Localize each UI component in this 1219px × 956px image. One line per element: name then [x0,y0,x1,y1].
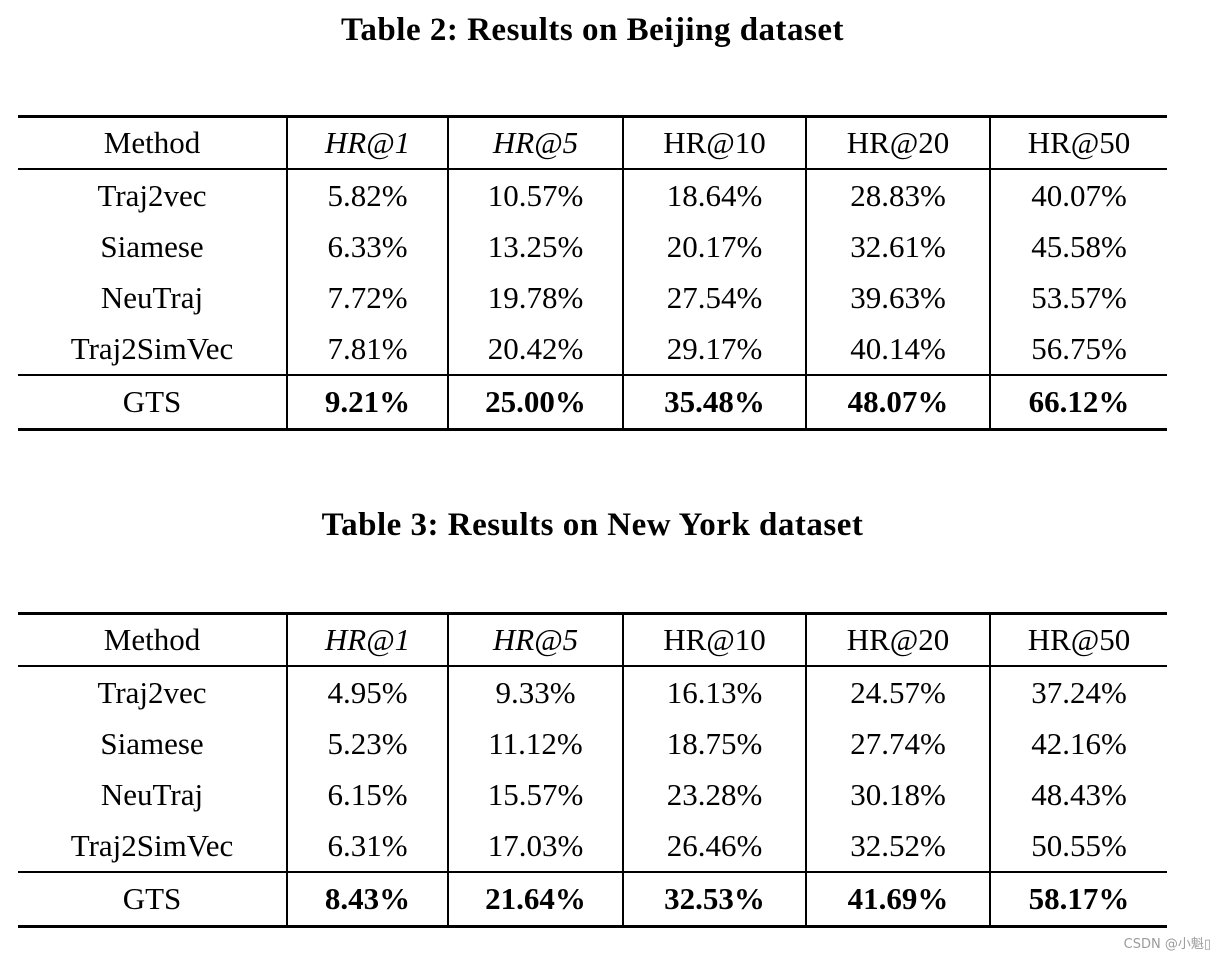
table-row-traj2vec: Traj2vec 4.95% 9.33% 16.13% 24.57% 37.24… [18,666,1167,718]
column-header-method: Method [18,613,287,667]
value-cell: 13.25% [447,221,623,272]
value-cell: 6.15% [286,769,448,820]
value-cell-bold: 58.17% [989,871,1167,927]
value-cell-bold: 25.00% [447,374,623,430]
column-header-hr50: HR@50 [989,116,1167,170]
value-cell: 45.58% [989,221,1167,272]
value-cell: 18.75% [622,718,806,769]
value-cell: 6.31% [286,820,448,872]
value-cell: 11.12% [447,718,623,769]
table-header-row: Method HR@1 HR@5 HR@10 HR@20 HR@50 [18,613,1167,667]
value-cell: 16.13% [622,666,806,718]
method-cell: Traj2vec [97,674,207,710]
method-cell: Traj2SimVec [70,330,234,366]
column-header-hr20: HR@20 [805,116,990,170]
value-cell: 20.17% [622,221,806,272]
method-cell: NeuTraj [100,279,204,315]
value-cell: 6.33% [286,221,448,272]
method-cell: Traj2vec [97,177,207,213]
column-header-hr1: HR@1 [286,116,448,170]
method-cell: GTS [18,374,287,430]
column-header-hr20: HR@20 [805,613,990,667]
value-cell: 19.78% [447,272,623,323]
value-cell: 23.28% [622,769,806,820]
value-cell: 32.61% [805,221,990,272]
value-cell: 50.55% [989,820,1167,872]
table-row-gts-best: GTS 8.43% 21.64% 32.53% 41.69% 58.17% [18,871,1167,927]
value-cell: 27.54% [622,272,806,323]
value-cell: 4.95% [286,666,448,718]
value-cell: 15.57% [447,769,623,820]
table-row-traj2vec: Traj2vec 5.82% 10.57% 18.64% 28.83% 40.0… [18,169,1167,221]
value-cell-bold: 48.07% [805,374,990,430]
value-cell: 37.24% [989,666,1167,718]
value-cell: 30.18% [805,769,990,820]
column-header-hr10: HR@10 [622,116,806,170]
value-cell: 27.74% [805,718,990,769]
value-cell-bold: 35.48% [622,374,806,430]
method-cell: Traj2SimVec [70,827,234,863]
column-header-hr5: HR@5 [447,613,623,667]
value-cell-bold: 66.12% [989,374,1167,430]
table2-caption: Table 2: Results on Beijing dataset [340,12,845,48]
table-row-neutraj: NeuTraj 6.15% 15.57% 23.28% 30.18% 48.43… [18,769,1167,820]
value-cell: 7.72% [286,272,448,323]
value-cell-bold: 9.21% [286,374,448,430]
value-cell: 18.64% [622,169,806,221]
value-cell-bold: 8.43% [286,871,448,927]
value-cell: 7.81% [286,323,448,375]
value-cell: 42.16% [989,718,1167,769]
method-cell: NeuTraj [100,776,204,812]
method-cell: Siamese [100,725,204,761]
value-cell: 40.07% [989,169,1167,221]
csdn-watermark: CSDN @小魁▯ [1123,937,1211,952]
value-cell: 9.33% [447,666,623,718]
column-header-hr5: HR@5 [447,116,623,170]
column-header-hr50: HR@50 [989,613,1167,667]
column-header-hr10: HR@10 [622,613,806,667]
column-header-hr1: HR@1 [286,613,448,667]
value-cell: 10.57% [447,169,623,221]
table3-caption: Table 3: Results on New York dataset [321,507,864,543]
table-header-row: Method HR@1 HR@5 HR@10 HR@20 HR@50 [18,116,1167,170]
value-cell-bold: 41.69% [805,871,990,927]
table-row-traj2simvec: Traj2SimVec 6.31% 17.03% 26.46% 32.52% 5… [18,820,1167,872]
value-cell: 24.57% [805,666,990,718]
method-cell: GTS [18,871,287,927]
value-cell: 28.83% [805,169,990,221]
value-cell: 5.23% [286,718,448,769]
value-cell: 32.52% [805,820,990,872]
value-cell-bold: 32.53% [622,871,806,927]
table3-results-newyork: Method HR@1 HR@5 HR@10 HR@20 HR@50 Traj2… [18,612,1167,928]
value-cell: 40.14% [805,323,990,375]
value-cell: 39.63% [805,272,990,323]
column-header-method: Method [18,116,287,170]
table-row-neutraj: NeuTraj 7.72% 19.78% 27.54% 39.63% 53.57… [18,272,1167,323]
value-cell: 56.75% [989,323,1167,375]
value-cell: 53.57% [989,272,1167,323]
value-cell: 20.42% [447,323,623,375]
value-cell: 26.46% [622,820,806,872]
value-cell: 5.82% [286,169,448,221]
value-cell: 29.17% [622,323,806,375]
value-cell-bold: 21.64% [447,871,623,927]
value-cell: 48.43% [989,769,1167,820]
method-cell: Siamese [100,228,204,264]
table-row-gts-best: GTS 9.21% 25.00% 35.48% 48.07% 66.12% [18,374,1167,430]
table-row-siamese: Siamese 5.23% 11.12% 18.75% 27.74% 42.16… [18,718,1167,769]
table2-results-beijing: Method HR@1 HR@5 HR@10 HR@20 HR@50 Traj2… [18,115,1167,431]
value-cell: 17.03% [447,820,623,872]
table-row-traj2simvec: Traj2SimVec 7.81% 20.42% 29.17% 40.14% 5… [18,323,1167,375]
table-row-siamese: Siamese 6.33% 13.25% 20.17% 32.61% 45.58… [18,221,1167,272]
paper-page: Table 2: Results on Beijing dataset Meth… [18,0,1167,928]
